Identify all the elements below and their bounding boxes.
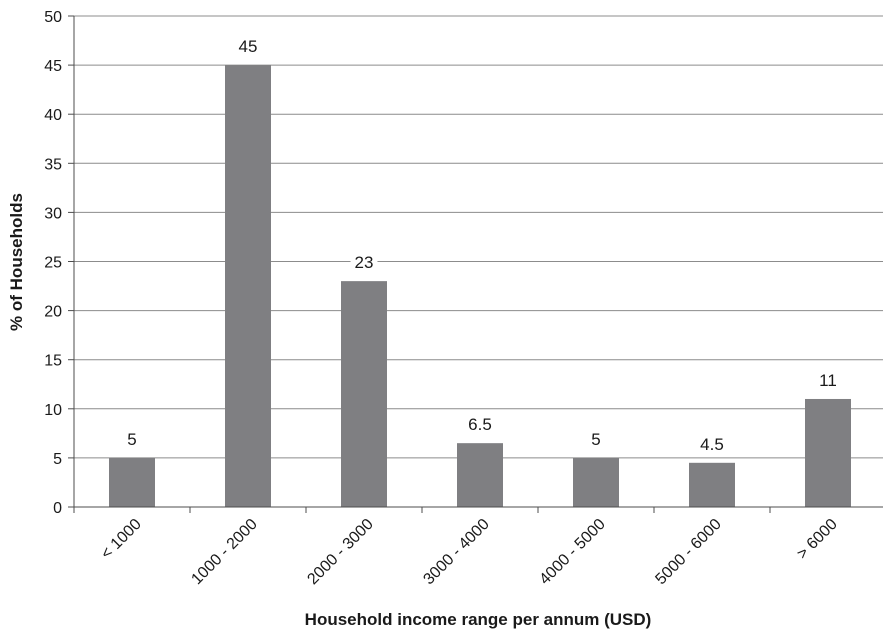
x-tick-label: 2000 - 3000 [304,516,376,588]
x-tick-label: 3000 - 4000 [420,516,492,588]
x-tick-label: 4000 - 5000 [536,516,608,588]
y-tick-label: 45 [44,58,62,75]
data-label-background [464,415,496,435]
bar [457,443,503,507]
data-label: 5 [127,430,136,449]
x-tick-label: 5000 - 6000 [652,516,724,588]
bar [109,457,155,507]
data-label-background [350,253,378,273]
bars [109,65,851,507]
y-tick-label: 20 [44,304,62,321]
y-tick-labels: 0 5 10 15 20 25 30 35 40 45 50 [44,9,62,517]
data-label-background [234,37,262,57]
data-label-background [815,370,841,390]
y-tick-label: 0 [53,500,62,517]
bar [341,281,387,507]
gridlines [68,15,883,508]
y-tick-label: 40 [44,107,62,124]
data-label: 11 [819,371,837,390]
data-label: 45 [239,37,258,56]
data-label: 5 [591,430,600,449]
y-tick-label: 15 [44,353,62,370]
x-axis-title: Household income range per annum (USD) [305,610,652,629]
x-tick-label: < 1000 [98,516,145,563]
data-label: 6.5 [468,415,492,434]
x-tick-label: 1000 - 2000 [188,516,260,588]
y-tick-label: 35 [44,156,62,173]
data-labels: 5 45 23 6.5 5 4.5 11 [123,37,841,454]
bar [225,65,271,507]
data-label-background [123,429,141,449]
y-tick-label: 5 [53,451,62,468]
y-tick-label: 25 [44,255,62,272]
y-tick-label: 30 [44,205,62,222]
data-label: 23 [355,253,374,272]
bar [573,457,619,507]
y-tick-label: 50 [44,9,62,26]
bar [805,398,851,507]
y-axis-title: % of Households [7,193,26,331]
data-label-background [587,429,605,449]
axes [73,16,883,513]
x-tick-label: > 6000 [794,516,841,563]
x-tick-labels: < 1000 1000 - 2000 2000 - 3000 3000 - 4000 4… [98,516,841,588]
data-label: 4.5 [700,435,724,454]
bar [689,462,735,507]
y-tick-label: 10 [44,402,62,419]
data-label-background [696,434,728,454]
